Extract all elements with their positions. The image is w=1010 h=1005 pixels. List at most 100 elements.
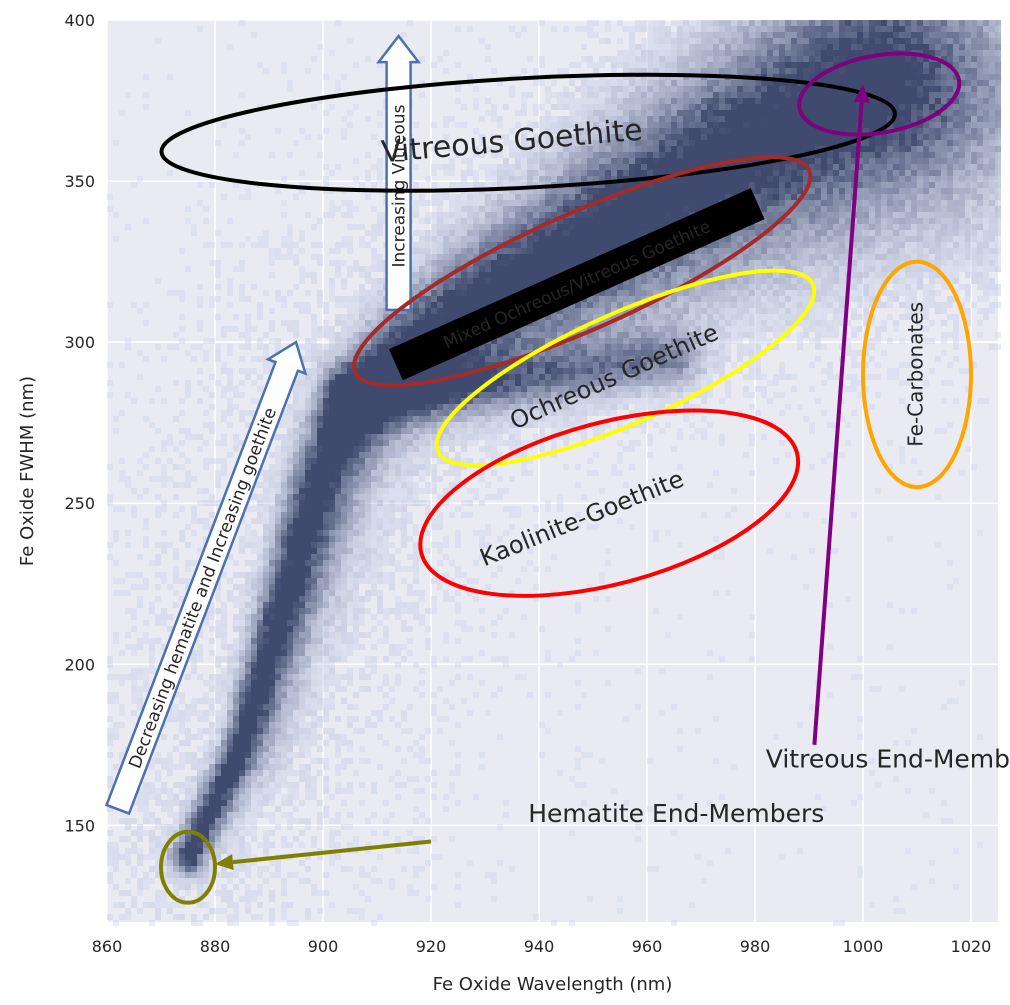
density-cell: [227, 788, 233, 794]
density-cell: [191, 812, 197, 818]
density-cell: [203, 206, 209, 212]
density-cell: [245, 794, 251, 800]
density-cell: [155, 866, 161, 872]
density-cell: [323, 668, 329, 674]
density-cell: [551, 128, 557, 134]
density-cell: [431, 452, 437, 458]
density-cell: [275, 530, 281, 536]
density-cell: [305, 446, 311, 452]
density-cell: [533, 392, 539, 398]
density-cell: [551, 440, 557, 446]
density-cell: [371, 434, 377, 440]
density-cell: [179, 848, 185, 854]
density-cell: [281, 722, 287, 728]
density-cell: [281, 620, 287, 626]
density-cell: [515, 110, 521, 116]
density-cell: [203, 338, 209, 344]
density-cell: [533, 68, 539, 74]
density-cell: [305, 638, 311, 644]
density-cell: [509, 350, 515, 356]
density-cell: [413, 428, 419, 434]
density-cell: [305, 452, 311, 458]
density-cell: [527, 458, 533, 464]
density-cell: [473, 410, 479, 416]
density-cell: [371, 368, 377, 374]
density-cell: [311, 890, 317, 896]
density-cell: [485, 224, 491, 230]
density-cell: [521, 350, 527, 356]
density-cell: [521, 170, 527, 176]
density-cell: [293, 920, 299, 926]
density-cell: [299, 386, 305, 392]
density-cell: [137, 824, 143, 830]
density-cell: [437, 164, 443, 170]
density-cell: [449, 116, 455, 122]
density-cell: [269, 596, 275, 602]
density-cell: [389, 476, 395, 482]
density-cell: [419, 668, 425, 674]
density-cell: [491, 296, 497, 302]
density-cell: [311, 398, 317, 404]
density-cell: [527, 380, 533, 386]
density-cell: [521, 470, 527, 476]
density-cell: [287, 518, 293, 524]
density-cell: [197, 368, 203, 374]
density-cell: [281, 524, 287, 530]
density-cell: [281, 200, 287, 206]
density-cell: [155, 476, 161, 482]
density-cell: [353, 590, 359, 596]
density-cell: [215, 728, 221, 734]
density-cell: [227, 662, 233, 668]
density-cell: [443, 500, 449, 506]
density-cell: [311, 440, 317, 446]
density-cell: [353, 644, 359, 650]
density-cell: [179, 290, 185, 296]
density-cell: [239, 650, 245, 656]
density-cell: [119, 410, 125, 416]
density-cell: [515, 146, 521, 152]
density-cell: [287, 740, 293, 746]
density-cell: [221, 908, 227, 914]
density-cell: [521, 284, 527, 290]
density-cell: [347, 314, 353, 320]
density-cell: [407, 728, 413, 734]
density-cell: [281, 728, 287, 734]
density-cell: [191, 734, 197, 740]
density-cell: [257, 776, 263, 782]
density-cell: [467, 710, 473, 716]
density-cell: [239, 668, 245, 674]
density-cell: [209, 686, 215, 692]
density-cell: [431, 254, 437, 260]
density-cell: [347, 716, 353, 722]
density-cell: [263, 488, 269, 494]
density-cell: [341, 410, 347, 416]
density-cell: [137, 602, 143, 608]
density-cell: [107, 380, 113, 386]
density-cell: [455, 770, 461, 776]
density-cell: [149, 398, 155, 404]
density-cell: [305, 464, 311, 470]
density-cell: [407, 326, 413, 332]
density-cell: [281, 242, 287, 248]
density-cell: [161, 572, 167, 578]
density-cell: [221, 818, 227, 824]
density-cell: [479, 380, 485, 386]
density-cell: [341, 416, 347, 422]
density-cell: [173, 692, 179, 698]
density-cell: [383, 476, 389, 482]
density-cell: [437, 728, 443, 734]
density-cell: [281, 440, 287, 446]
density-cell: [437, 512, 443, 518]
density-cell: [389, 452, 395, 458]
density-cell: [437, 140, 443, 146]
density-cell: [293, 428, 299, 434]
density-cell: [233, 842, 239, 848]
density-cell: [269, 692, 275, 698]
density-cell: [377, 164, 383, 170]
density-cell: [233, 782, 239, 788]
density-cell: [227, 812, 233, 818]
density-cell: [281, 650, 287, 656]
density-cell: [191, 866, 197, 872]
density-cell: [257, 536, 263, 542]
density-cell: [323, 710, 329, 716]
